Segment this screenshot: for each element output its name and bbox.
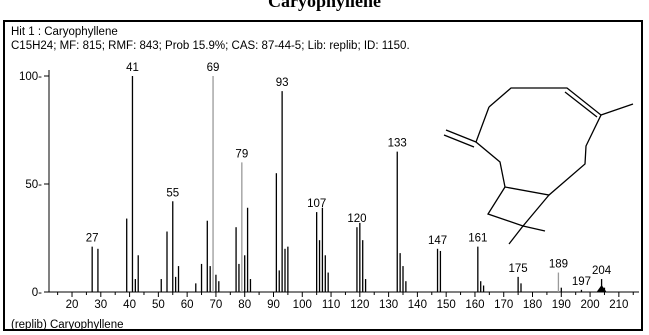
- molecular-ion-marker: [596, 285, 607, 292]
- x-tick-label: 130: [379, 299, 398, 311]
- x-tick-label: 190: [552, 299, 571, 311]
- x-tick-label: 70: [210, 299, 223, 311]
- peak-label: 93: [276, 77, 289, 89]
- page-title: Caryophyllene: [267, 0, 381, 11]
- x-tick-label: 60: [181, 299, 194, 311]
- peak-label: 27: [86, 233, 99, 245]
- peak-label: 175: [509, 263, 528, 275]
- peak-label: 161: [468, 233, 487, 245]
- y-tick-label: 0-: [32, 287, 42, 299]
- peak-label: 133: [388, 138, 407, 150]
- x-tick-label: 30: [94, 299, 107, 311]
- x-tick-label: 40: [123, 299, 136, 311]
- x-tick-label: 20: [66, 299, 79, 311]
- compound-meta: C15H24; MF: 815; RMF: 843; Prob 15.9%; C…: [11, 40, 410, 52]
- x-tick-label: 120: [350, 299, 369, 311]
- y-tick-label: 100-: [19, 71, 42, 83]
- hit-title: Hit 1 : Caryophyllene: [11, 26, 118, 38]
- x-tick-label: 50: [152, 299, 165, 311]
- peak-label: 197: [572, 276, 591, 288]
- x-tick-label: 210: [609, 299, 628, 311]
- x-tick-label: 100: [293, 299, 312, 311]
- peak-label: 69: [207, 62, 220, 74]
- peak-label: 189: [549, 259, 568, 271]
- x-tick-label: 160: [465, 299, 484, 311]
- mass-spectrum-chart: 0- 50- 100- 20 30 40 50 60 70 80 90 100 110 120 130 140…: [19, 62, 639, 311]
- peak-label: 147: [428, 235, 447, 247]
- x-tick-label: 80: [238, 299, 251, 311]
- library-footer: (replib) Caryophyllene: [11, 319, 124, 331]
- x-tick-label: 200: [580, 299, 599, 311]
- x-tick-label: 110: [322, 299, 340, 311]
- peak-label: 79: [235, 148, 248, 160]
- x-tick-label: 170: [494, 299, 513, 311]
- peak-label: 120: [347, 213, 366, 225]
- x-tick-label: 180: [523, 299, 542, 311]
- peak-label: 55: [166, 187, 179, 199]
- peak-label: 204: [592, 265, 612, 277]
- x-tick-label: 90: [267, 299, 280, 311]
- y-tick-label: 50-: [25, 179, 42, 191]
- peak-label: 41: [126, 62, 139, 74]
- molecule-structure-icon: [443, 87, 634, 245]
- peak-label: 107: [307, 198, 326, 210]
- x-tick-label: 150: [437, 299, 456, 311]
- x-tick-label: 140: [408, 299, 427, 311]
- spectrum-panel: Hit 1 : Caryophyllene C15H24; MF: 815; R…: [3, 20, 643, 331]
